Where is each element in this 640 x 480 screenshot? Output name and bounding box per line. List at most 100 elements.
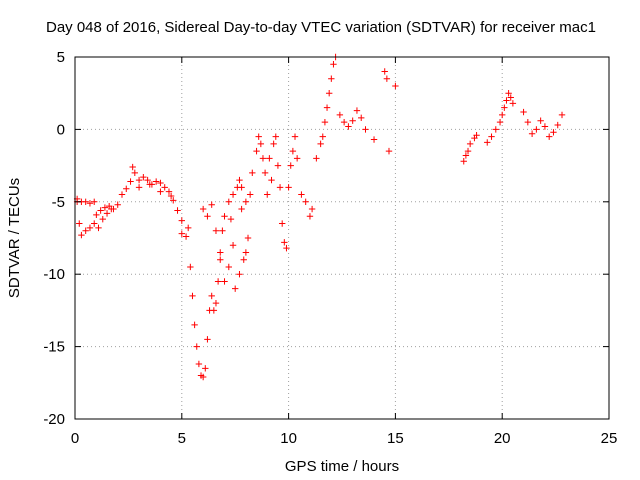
data-point-late-segments: [528, 130, 536, 137]
data-point-spikes: [289, 147, 297, 155]
data-point-main-trace: [255, 133, 262, 140]
data-point-spikes: [345, 123, 352, 130]
data-point-main-trace: [219, 227, 226, 234]
data-point-main-trace: [182, 233, 190, 240]
data-point-late-segments: [488, 133, 495, 140]
data-point-spikes: [308, 205, 316, 213]
data-point-late-segments: [492, 126, 499, 133]
y-tick-label: 0: [57, 121, 65, 138]
data-point-spikes: [362, 126, 369, 133]
data-point-late-segments: [501, 104, 508, 111]
data-point-late-segments: [550, 129, 557, 136]
data-point-main-trace: [135, 176, 143, 184]
data-point-spikes: [276, 184, 284, 191]
data-point-late-segments: [460, 158, 467, 165]
data-point-main-trace: [238, 184, 245, 191]
data-point-upper-cluster: [135, 184, 143, 191]
data-point-main-trace: [204, 336, 211, 343]
data-point-spikes: [298, 191, 305, 198]
data-point-late-segments: [520, 108, 527, 116]
data-point-spikes: [204, 213, 211, 220]
data-point-upper-cluster: [99, 215, 106, 223]
data-point-late-segments: [473, 131, 480, 139]
data-point-spikes: [278, 220, 286, 227]
data-point-main-trace: [249, 169, 256, 177]
data-point-main-trace: [221, 213, 228, 220]
data-point-spikes: [236, 271, 243, 278]
x-tick-label: 25: [601, 430, 618, 447]
data-point-late-segments: [558, 111, 566, 119]
data-point-main-trace: [86, 224, 94, 232]
data-point-spikes: [274, 162, 282, 169]
data-point-main-trace: [236, 176, 243, 184]
data-point-spikes: [208, 201, 215, 208]
grid-layer: [75, 57, 609, 419]
ticks-layer: 0 5 10 15 20 25 -20 -15 -10 -5 0 5: [43, 49, 617, 447]
data-point-spikes: [385, 147, 393, 155]
plot-frame: [74, 56, 610, 420]
data-point-main-trace: [257, 140, 265, 148]
data-point-spikes: [319, 133, 326, 140]
data-point-spikes: [272, 133, 279, 140]
data-point-late-segments: [496, 118, 504, 126]
data-point-spikes: [285, 184, 292, 191]
data-point-spikes: [325, 90, 333, 97]
data-point-late-segments: [464, 147, 472, 155]
data-point-main-trace: [152, 178, 160, 185]
data-point-main-trace: [193, 343, 200, 350]
data-point-upper-cluster: [108, 205, 115, 213]
data-point-late-segments: [524, 118, 532, 126]
y-tick-label: -10: [43, 266, 65, 283]
data-point-spikes: [281, 239, 288, 246]
data-point-spikes: [242, 249, 250, 256]
data-point-late-segments: [509, 100, 517, 107]
data-point-spikes: [238, 205, 245, 213]
data-point-late-segments: [505, 90, 512, 97]
data-point-spikes: [240, 256, 247, 263]
data-point-main-trace: [76, 220, 83, 227]
x-tick-label: 0: [71, 430, 79, 447]
data-point-late-segments: [503, 97, 510, 104]
data-point-spikes: [199, 205, 207, 213]
data-point-late-segments: [507, 94, 514, 101]
data-point-spikes: [283, 244, 290, 252]
data-point-spikes: [306, 213, 314, 220]
points-layer: [73, 53, 566, 381]
y-axis-label: SDTVAR / TECUs: [6, 178, 23, 298]
data-point-upper-cluster: [91, 198, 98, 205]
data-point-spikes: [370, 136, 378, 143]
data-point-spikes: [353, 107, 361, 114]
data-point-spikes: [270, 140, 277, 148]
data-point-spikes: [317, 140, 324, 148]
data-point-main-trace: [210, 307, 218, 314]
data-point-main-trace: [157, 179, 164, 187]
data-point-main-trace: [123, 185, 130, 192]
data-point-spikes: [287, 162, 294, 169]
data-point-main-trace: [246, 191, 254, 198]
data-point-upper-cluster: [146, 181, 153, 188]
data-point-main-trace: [214, 278, 222, 285]
data-point-spikes: [232, 285, 239, 292]
chart-title: Day 048 of 2016, Sidereal Day-to-day VTE…: [46, 19, 596, 36]
data-point-spikes: [291, 133, 299, 140]
data-point-spikes: [221, 278, 228, 285]
data-point-spikes: [244, 234, 252, 242]
data-point-spikes: [349, 117, 356, 124]
data-point-spikes: [302, 198, 309, 205]
y-tick-label: 5: [57, 49, 65, 66]
data-point-spikes: [392, 82, 399, 90]
data-point-upper-cluster: [178, 230, 185, 237]
data-point-upper-cluster: [103, 210, 111, 217]
data-point-main-trace: [199, 373, 207, 381]
data-point-main-trace: [140, 173, 147, 181]
data-point-upper-cluster: [185, 224, 192, 232]
data-point-spikes: [323, 104, 331, 111]
data-point-upper-cluster: [95, 224, 102, 232]
data-point-late-segments: [499, 111, 506, 119]
data-point-spikes: [313, 155, 320, 162]
data-point-upper-cluster: [86, 200, 94, 207]
data-point-spikes: [293, 155, 301, 162]
data-point-main-trace: [212, 299, 220, 307]
data-point-spikes: [268, 176, 275, 184]
